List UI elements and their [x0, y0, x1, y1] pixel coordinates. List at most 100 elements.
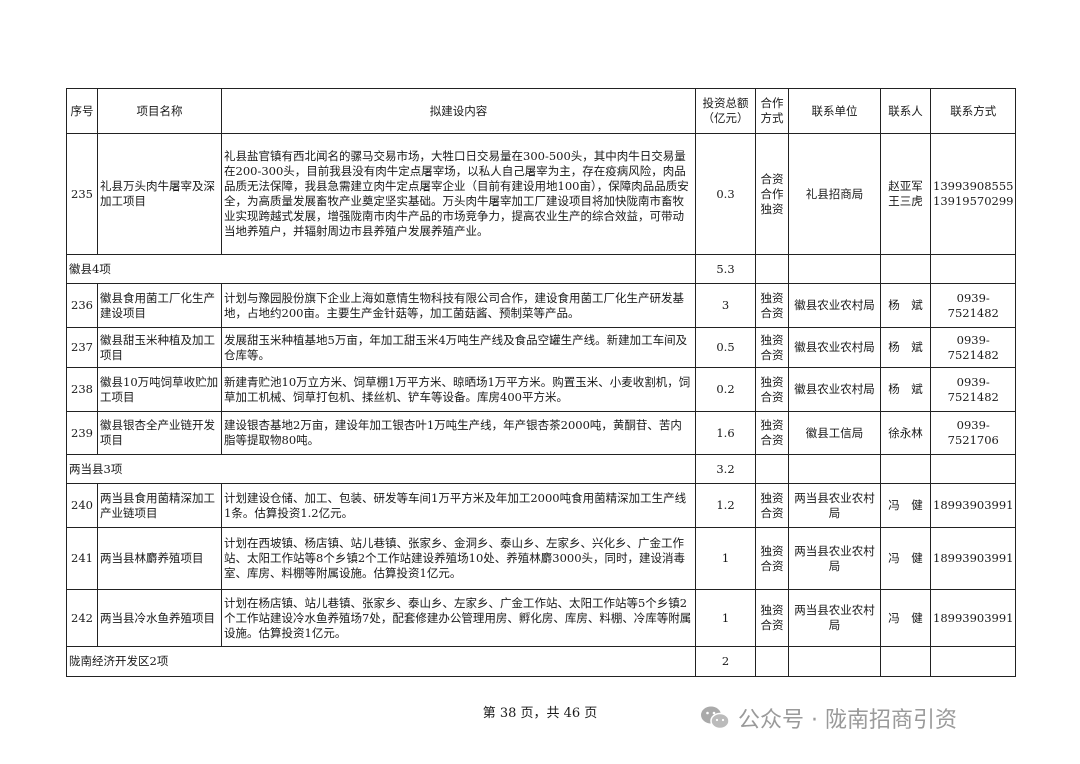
- contact-unit: 徽县农业农村局: [788, 327, 881, 368]
- contact-unit: 徽县工信局: [788, 411, 881, 455]
- investment-amount: 1: [695, 527, 756, 590]
- contact-unit: 两当县农业农村局: [788, 527, 881, 590]
- contact-person: 冯 健: [880, 483, 931, 528]
- project-content: 计划在西坡镇、杨店镇、站儿巷镇、张家乡、金洞乡、泰山乡、左家乡、兴化乡、广金工作…: [221, 527, 696, 590]
- watermark-text: 公众号 · 陇南招商引资: [738, 708, 957, 733]
- contact-phone: 0939-7521482: [929, 283, 1017, 328]
- row-no: 242: [66, 589, 98, 647]
- cooperation-mode: 独资 合资: [755, 367, 789, 412]
- group-row: 两当县3项 3.2: [66, 454, 1017, 484]
- row-no: 240: [66, 483, 98, 528]
- contact-phone: 0939-7521482: [929, 327, 1017, 368]
- project-name: 两当县食用菌精深加工产业链项目: [97, 483, 222, 528]
- empty-cell-person: [880, 454, 931, 484]
- group-row: 陇南经济开发区2项 2: [66, 646, 1017, 677]
- empty-cell-phone: [929, 454, 1017, 484]
- row-no: 235: [66, 133, 98, 255]
- table-row: 237 徽县甜玉米种植及加工项目 发展甜玉米种植基地5万亩，年加工甜玉米4万吨生产线…: [66, 327, 1017, 368]
- group-amount: 5.3: [695, 254, 756, 284]
- row-no: 238: [66, 367, 98, 412]
- header-amount: 投资总额 （亿元）: [695, 88, 756, 134]
- table-row: 242 两当县冷水鱼养殖项目 计划在杨店镇、站儿巷镇、张家乡、泰山乡、左家乡、广金工…: [66, 589, 1017, 647]
- wechat-icon: [701, 706, 730, 730]
- table-header-row: 序号 项目名称 拟建设内容 投资总额 （亿元） 合作 方式 联系单位 联系人 联…: [66, 88, 1017, 134]
- contact-phone: 18993903991: [929, 589, 1017, 647]
- row-no: 239: [66, 411, 98, 455]
- table-row: 240 两当县食用菌精深加工产业链项目 计划建设仓储、加工、包装、研发等车间1万平方…: [66, 483, 1017, 528]
- contact-unit: 徽县农业农村局: [788, 283, 881, 328]
- project-table: 序号 项目名称 拟建设内容 投资总额 （亿元） 合作 方式 联系单位 联系人 联…: [66, 88, 1017, 677]
- contact-phone: 18993903991: [929, 483, 1017, 528]
- contact-unit: 礼县招商局: [788, 133, 881, 255]
- project-content: 建设银杏基地2万亩，建设年加工银杏叶1万吨生产线，年产银杏茶2000吨，黄酮苷、…: [221, 411, 696, 455]
- project-name: 徽县10万吨饲草收贮加工项目: [97, 367, 222, 412]
- header-content: 拟建设内容: [221, 88, 696, 134]
- table-row: 241 两当县林麝养殖项目 计划在西坡镇、杨店镇、站儿巷镇、张家乡、金洞乡、泰山乡、…: [66, 527, 1017, 590]
- header-phone: 联系方式: [929, 88, 1017, 134]
- group-label: 徽县4项: [66, 254, 696, 284]
- empty-cell-phone: [929, 254, 1017, 284]
- row-no: 236: [66, 283, 98, 328]
- investment-amount: 3: [695, 283, 756, 328]
- table-row: 235 礼县万头肉牛屠宰及深加工项目 礼县盐官镇有西北闻名的骡马交易市场，大牲口日交…: [66, 133, 1017, 255]
- project-name: 徽县银杏全产业链开发项目: [97, 411, 222, 455]
- contact-unit: 两当县农业农村局: [788, 483, 881, 528]
- contact-phone: 0939-7521706: [929, 411, 1017, 455]
- empty-cell-unit: [788, 646, 881, 677]
- investment-amount: 0.5: [695, 327, 756, 368]
- cooperation-mode: 合资 合作 独资: [755, 133, 789, 255]
- contact-person: 杨 斌: [880, 367, 931, 412]
- contact-unit: 两当县农业农村局: [788, 589, 881, 647]
- empty-cell-person: [880, 646, 931, 677]
- project-content: 发展甜玉米种植基地5万亩，年加工甜玉米4万吨生产线及食品空罐生产线。新建加工车间…: [221, 327, 696, 368]
- row-no: 237: [66, 327, 98, 368]
- investment-amount: 1.2: [695, 483, 756, 528]
- watermark: 公众号 · 陇南招商引资: [700, 702, 957, 734]
- project-content: 礼县盐官镇有西北闻名的骡马交易市场，大牲口日交易量在300-500头，其中肉牛日…: [221, 133, 696, 255]
- empty-cell-unit: [788, 254, 881, 284]
- project-name: 两当县林麝养殖项目: [97, 527, 222, 590]
- header-no: 序号: [66, 88, 98, 134]
- contact-person: 冯 健: [880, 527, 931, 590]
- investment-amount: 1: [695, 589, 756, 647]
- header-person: 联系人: [880, 88, 931, 134]
- header-unit: 联系单位: [788, 88, 881, 134]
- cooperation-mode: 独资 合资: [755, 283, 789, 328]
- cooperation-mode: 独资 合资: [755, 483, 789, 528]
- empty-cell-person: [880, 254, 931, 284]
- contact-person: 杨 斌: [880, 327, 931, 368]
- table-row: 236 徽县食用菌工厂化生产建设项目 计划与豫园股份旗下企业上海如意情生物科技有限公…: [66, 283, 1017, 328]
- group-amount: 2: [695, 646, 756, 677]
- project-content: 计划在杨店镇、站儿巷镇、张家乡、泰山乡、左家乡、广金工作站、太阳工作站等5个乡镇…: [221, 589, 696, 647]
- contact-phone: 13993908555 13919570299: [929, 133, 1017, 255]
- project-name: 礼县万头肉牛屠宰及深加工项目: [97, 133, 222, 255]
- group-label: 两当县3项: [66, 454, 696, 484]
- table-row: 238 徽县10万吨饲草收贮加工项目 新建青贮池10万立方米、饲草棚1万平方米、晾晒…: [66, 367, 1017, 412]
- contact-person: 冯 健: [880, 589, 931, 647]
- contact-person: 徐永林: [880, 411, 931, 455]
- header-name: 项目名称: [97, 88, 222, 134]
- group-row: 徽县4项 5.3: [66, 254, 1017, 284]
- project-name: 徽县甜玉米种植及加工项目: [97, 327, 222, 368]
- row-no: 241: [66, 527, 98, 590]
- project-name: 两当县冷水鱼养殖项目: [97, 589, 222, 647]
- cooperation-mode: 独资 合资: [755, 527, 789, 590]
- contact-phone: 0939-7521482: [929, 367, 1017, 412]
- investment-amount: 1.6: [695, 411, 756, 455]
- group-label: 陇南经济开发区2项: [66, 646, 696, 677]
- empty-cell-unit: [788, 454, 881, 484]
- group-amount: 3.2: [695, 454, 756, 484]
- header-mode: 合作 方式: [755, 88, 789, 134]
- cooperation-mode: 独资 合资: [755, 589, 789, 647]
- empty-cell-mode: [755, 646, 789, 677]
- cooperation-mode: 独资 合资: [755, 327, 789, 368]
- investment-amount: 0.3: [695, 133, 756, 255]
- contact-person: 杨 斌: [880, 283, 931, 328]
- contact-unit: 徽县农业农村局: [788, 367, 881, 412]
- project-content: 计划建设仓储、加工、包装、研发等车间1万平方米及年加工2000吨食用菌精深加工生…: [221, 483, 696, 528]
- empty-cell-mode: [755, 454, 789, 484]
- project-name: 徽县食用菌工厂化生产建设项目: [97, 283, 222, 328]
- contact-person: 赵亚军 王三虎: [880, 133, 931, 255]
- cooperation-mode: 独资 合资: [755, 411, 789, 455]
- empty-cell-phone: [929, 646, 1017, 677]
